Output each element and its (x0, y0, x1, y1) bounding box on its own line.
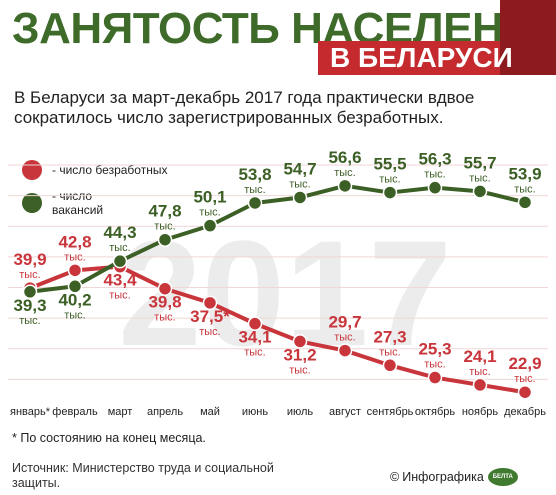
unemployed-point (292, 334, 308, 349)
unemployed-unit-label: тыс. (379, 346, 401, 358)
unemployed-value-label: 39,8 (148, 293, 181, 312)
unemployed-unit-label: тыс. (424, 359, 446, 371)
x-tick-label: июль (287, 406, 314, 418)
vacancies-point (202, 218, 218, 233)
vacancies-unit-label: тыс. (289, 178, 311, 190)
vacancies-point (157, 232, 173, 247)
vacancies-value-label: 55,5 (373, 155, 406, 174)
source-note: Источник: Министерство труда и социально… (12, 461, 274, 490)
unemployed-unit-label: тыс. (514, 373, 536, 385)
vacancies-point (67, 279, 83, 294)
unemployed-unit-label: тыс. (334, 332, 356, 344)
unemployed-value-label: 31,2 (283, 345, 316, 364)
vacancies-point (292, 190, 308, 205)
vacancies-unit-label: тыс. (469, 172, 491, 184)
vacancies-value-label: 56,6 (328, 148, 361, 167)
unemployed-point (517, 384, 533, 400)
unemployed-value-label: 24,1 (463, 347, 496, 366)
unemployed-point (382, 358, 398, 373)
page-subtitle: В БЕЛАРУСИ (330, 42, 513, 73)
x-tick-label: февраль (52, 406, 98, 418)
vacancies-unit-label: тыс. (199, 207, 221, 219)
vacancies-unit-label: тыс. (514, 183, 536, 195)
vacancies-value-label: 55,7 (463, 153, 496, 172)
x-tick-label: март (108, 406, 133, 418)
unemployed-value-label: 37,5* (190, 307, 230, 326)
unemployed-unit-label: тыс. (289, 364, 311, 376)
vacancies-point (337, 178, 353, 194)
unemployed-point (472, 377, 488, 393)
x-tick-label: ноябрь (462, 406, 499, 418)
vacancies-unit-label: тыс. (334, 167, 356, 179)
unemployed-value-label: 27,3 (373, 327, 406, 346)
vacancies-unit-label: тыс. (424, 169, 446, 181)
unemployed-unit-label: тыс. (154, 312, 176, 324)
unemployed-value-label: 39,9 (13, 250, 46, 269)
vacancies-unit-label: тыс. (64, 309, 86, 321)
vacancies-unit-label: тыс. (244, 184, 266, 196)
vacancies-point (112, 253, 128, 269)
unemployed-unit-label: тыс. (469, 366, 491, 378)
vacancies-unit-label: тыс. (19, 315, 41, 327)
unemployed-point (337, 343, 353, 358)
x-tick-label: октябрь (415, 406, 455, 418)
unemployed-point (67, 263, 83, 278)
vacancies-value-label: 53,9 (508, 164, 541, 183)
unemployed-unit-label: тыс. (244, 347, 266, 359)
x-tick-label: август (329, 406, 361, 418)
unemployed-unit-label: тыс. (64, 251, 86, 263)
vacancies-value-label: 54,7 (283, 159, 316, 178)
vacancies-value-label: 50,1 (193, 188, 226, 207)
vacancies-unit-label: тыс. (379, 174, 401, 186)
x-tick-label: декабрь (504, 406, 546, 418)
subtitle-banner (318, 41, 500, 75)
x-tick-label: сентябрь (367, 406, 414, 418)
infographic-credit: © Инфографика БЕЛТА (390, 468, 518, 486)
corner-decoration (500, 0, 556, 75)
belta-logo: БЕЛТА (487, 468, 518, 486)
x-tick-label: май (200, 406, 220, 418)
vacancies-value-label: 40,2 (58, 290, 91, 309)
vacancies-value-label: 53,8 (238, 165, 271, 184)
legend-label-unemployed: - число безработных (52, 163, 168, 177)
unemployed-unit-label: тыс. (109, 290, 131, 302)
vacancies-series-line (28, 183, 527, 294)
vacancies-point (247, 195, 263, 211)
unemployed-point (157, 281, 173, 296)
x-tick-label: апрель (147, 406, 183, 418)
vacancies-point (382, 185, 398, 200)
footnote: * По состоянию на конец месяца. (12, 431, 206, 445)
vacancies-point (517, 195, 533, 210)
vacancies-value-label: 39,3 (13, 296, 46, 315)
unemployed-value-label: 42,8 (58, 232, 91, 251)
vacancies-value-label: 56,3 (418, 150, 451, 169)
vacancies-point (427, 180, 443, 195)
unemployed-value-label: 34,1 (238, 328, 271, 347)
unemployed-value-label: 29,7 (328, 313, 361, 332)
vacancies-value-label: 47,8 (148, 202, 181, 221)
vacancies-value-label: 44,3 (103, 223, 136, 242)
vacancies-unit-label: тыс. (154, 221, 176, 233)
vacancies-point (22, 284, 38, 300)
lead-text: В Беларуси за март-декабрь 2017 года пра… (14, 88, 475, 127)
unemployed-unit-label: тыс. (199, 326, 221, 338)
credit-text: Инфографика (402, 470, 484, 484)
vacancies-unit-label: тыс. (109, 242, 131, 254)
legend-green-dot (22, 193, 42, 213)
unemployed-value-label: 25,3 (418, 340, 451, 359)
copyright-sign: © (390, 470, 400, 484)
unemployed-unit-label: тыс. (19, 269, 41, 281)
unemployed-point (202, 295, 218, 311)
x-tick-label: январь* (10, 406, 51, 418)
unemployed-value-label: 43,4 (103, 271, 137, 290)
unemployed-point (427, 370, 443, 385)
unemployed-point (247, 316, 263, 331)
vacancies-point (472, 184, 488, 199)
unemployed-value-label: 22,9 (508, 354, 541, 373)
x-tick-label: июнь (242, 406, 268, 418)
